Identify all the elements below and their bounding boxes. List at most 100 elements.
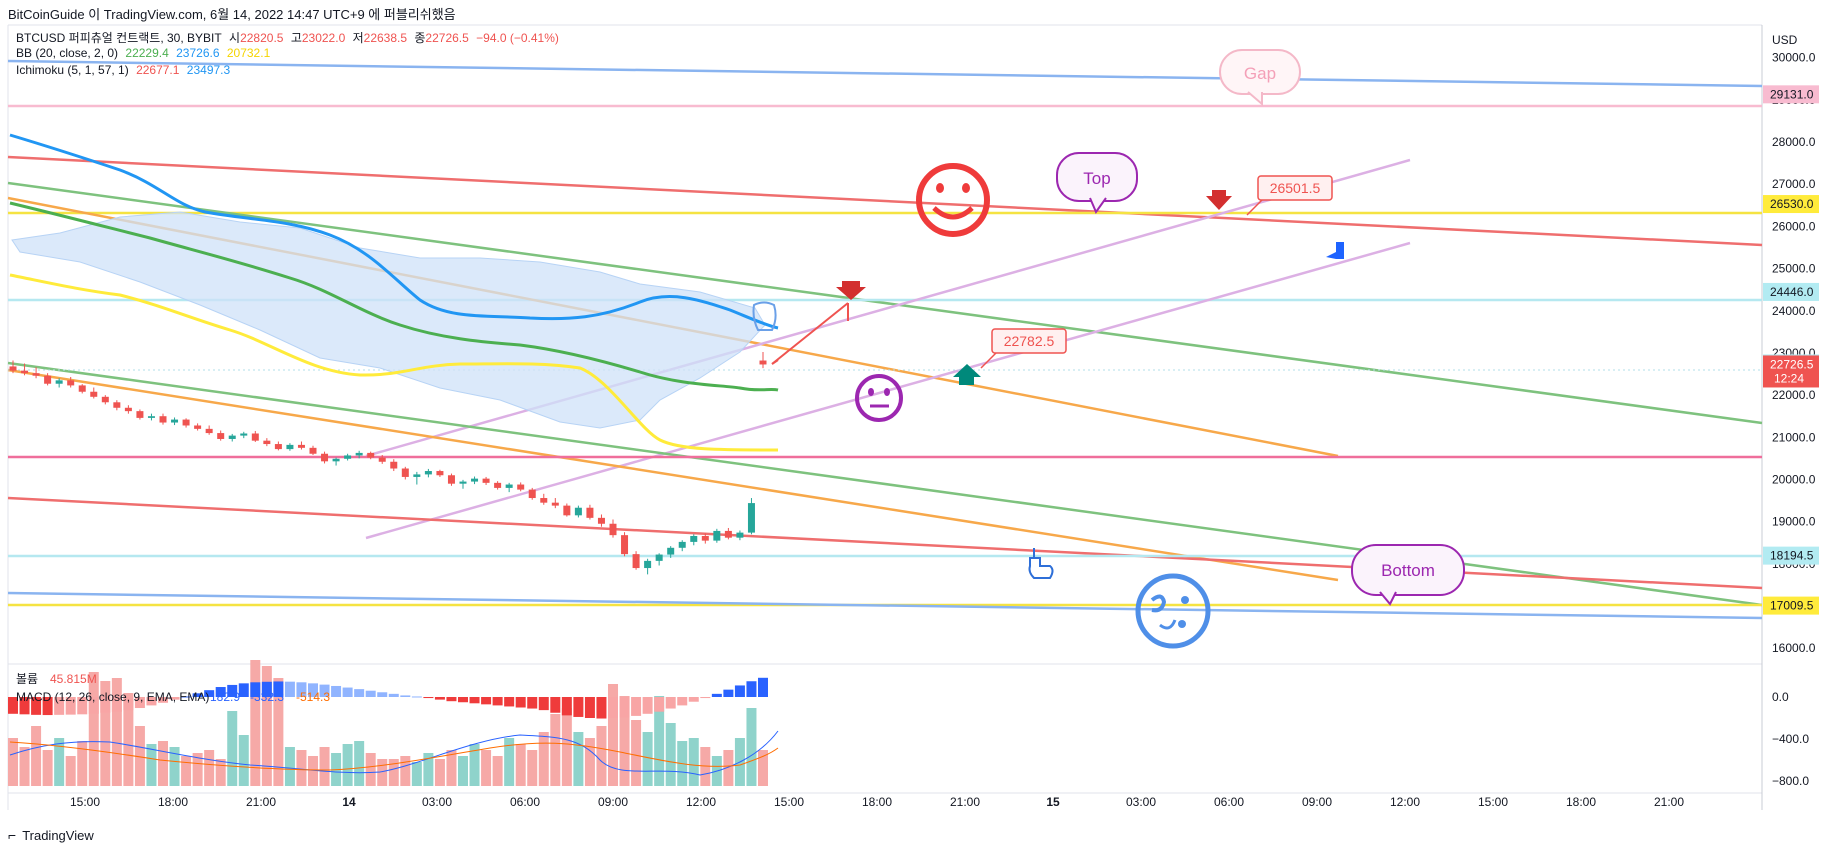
- macd-hist-bar: [388, 693, 399, 697]
- volume-bar: [111, 678, 122, 786]
- volume-bar: [561, 708, 572, 786]
- low-label: 저: [352, 31, 364, 45]
- candle-body: [390, 461, 398, 469]
- macd-hist-bar: [54, 697, 65, 715]
- y-tick-label: 26000.0: [1772, 219, 1816, 233]
- symbol-legend: BTCUSD 퍼피츄얼 컨트랙트, 30, BYBIT 시22820.5 고23…: [16, 29, 563, 46]
- volume-bar: [446, 750, 457, 786]
- volume-bar: [527, 750, 538, 786]
- volume-bar: [31, 726, 42, 786]
- price-axis-label-text: 24446.0: [1770, 285, 1814, 299]
- volume-bar: [204, 750, 215, 786]
- volume-bar: [169, 747, 180, 786]
- candle-body: [44, 375, 52, 384]
- symbol-label[interactable]: BTCUSD 퍼피츄얼 컨트랙트, 30, BYBIT: [16, 31, 222, 45]
- candle-body: [632, 554, 640, 569]
- trendline-blue-top[interactable]: [7, 59, 1763, 88]
- trendlines[interactable]: [7, 59, 1763, 620]
- trendline-blue-bottom[interactable]: [7, 591, 1763, 620]
- footer: ⌐ TradingView: [8, 827, 94, 843]
- candle-body: [90, 391, 98, 397]
- price-axis-label[interactable]: 29131.0: [1763, 85, 1819, 104]
- macd-hist-bar: [711, 693, 722, 697]
- price-axis-label[interactable]: 26530.0: [1763, 195, 1819, 214]
- bb-basis-value: 22229.4: [125, 46, 169, 60]
- volume-bar: [377, 759, 388, 786]
- macd-hist-bar: [677, 697, 688, 706]
- candle-body: [9, 366, 17, 371]
- bell-icon[interactable]: [752, 301, 777, 331]
- annotation-arrows[interactable]: [771, 190, 1344, 385]
- footer-brand[interactable]: TradingView: [22, 827, 94, 843]
- confused-face-icon[interactable]: [1135, 573, 1211, 649]
- pointing-hand-icon[interactable]: [1028, 548, 1054, 579]
- volume-bar: [250, 660, 261, 786]
- candle-body: [528, 489, 536, 499]
- candle-body: [701, 535, 709, 541]
- macd-hist-bar: [111, 697, 122, 712]
- volume-bar: [319, 747, 330, 786]
- candle-body: [205, 428, 213, 434]
- smile-icon[interactable]: [916, 163, 990, 237]
- macd-tick-800: −800.0: [1772, 774, 1809, 788]
- volume-bar: [192, 753, 203, 786]
- volume-bar: [608, 684, 618, 786]
- candle-body: [609, 523, 617, 536]
- volume-bar: [158, 741, 168, 786]
- candle-body: [113, 402, 121, 408]
- macd-tick-400: −400.0: [1772, 732, 1809, 746]
- macd-hist-bar: [434, 697, 445, 700]
- volume-bar: [296, 750, 307, 786]
- tradingview-logo-icon: ⌐: [8, 827, 17, 843]
- price-axis-label[interactable]: 24446.0: [1763, 282, 1819, 301]
- macd-hist-bar: [365, 690, 376, 697]
- gap-callout[interactable]: Gap: [1219, 49, 1301, 107]
- price-axis-label[interactable]: 17009.5: [1763, 596, 1819, 615]
- candle-body: [505, 484, 513, 488]
- candle-body: [367, 452, 375, 458]
- top-callout[interactable]: Top: [1056, 152, 1138, 215]
- macd-hist-bar: [654, 697, 665, 712]
- price-axis-label[interactable]: 18194.5: [1763, 546, 1819, 565]
- price-axis-label-text: 29131.0: [1770, 87, 1814, 101]
- macd-hist-bar: [8, 697, 18, 714]
- macd-hist-bar: [88, 697, 99, 714]
- trendline-red-upper[interactable]: [7, 155, 1763, 247]
- neutral-face-icon[interactable]: [855, 374, 903, 422]
- ichimoku-legend[interactable]: Ichimoku (5, 1, 57, 1) 22677.1 23497.3: [16, 63, 234, 77]
- candle-body: [747, 503, 755, 533]
- trendline-orange-lower[interactable]: [7, 368, 1339, 582]
- macd-hist-bar: [423, 697, 434, 699]
- candle-body: [621, 535, 629, 555]
- y-tick-label: 21000.0: [1772, 430, 1816, 444]
- trendline-green-upper[interactable]: [7, 181, 1763, 425]
- bb-legend[interactable]: BB (20, close, 2, 0) 22229.4 23726.6 207…: [16, 46, 274, 60]
- trendline-red-lower[interactable]: [7, 496, 1763, 590]
- candle-body: [540, 498, 548, 503]
- macd-hist-bar: [331, 685, 342, 697]
- candle-body: [159, 416, 167, 423]
- macd-value: -332.3: [250, 690, 284, 704]
- bb-lower-line: [9, 273, 779, 452]
- left-arrow-icon[interactable]: [1326, 242, 1344, 259]
- volume-bar: [758, 750, 768, 786]
- volume-bar: [654, 696, 665, 786]
- bottom-callout[interactable]: Bottom: [1351, 544, 1465, 606]
- volume-bar: [8, 738, 18, 786]
- y-tick-label: 24000.0: [1772, 304, 1816, 318]
- macd-hist-bar: [77, 697, 88, 715]
- x-tick-label: 18:00: [158, 795, 188, 809]
- price-note-22782[interactable]: 22782.5: [980, 328, 1067, 369]
- down-arrow-icon[interactable]: [836, 281, 866, 300]
- down-arrow-icon[interactable]: [1206, 190, 1232, 210]
- candle-body: [136, 411, 144, 418]
- price-axis-label[interactable]: 22726.512:24: [1763, 355, 1819, 388]
- price-note-26501[interactable]: 26501.5: [1246, 175, 1333, 216]
- up-arrow-icon[interactable]: [953, 364, 981, 385]
- volume-bar: [642, 732, 653, 786]
- close-label: 종: [414, 31, 426, 45]
- volume-bar: [723, 750, 734, 786]
- trendline-green-lower[interactable]: [7, 361, 1763, 607]
